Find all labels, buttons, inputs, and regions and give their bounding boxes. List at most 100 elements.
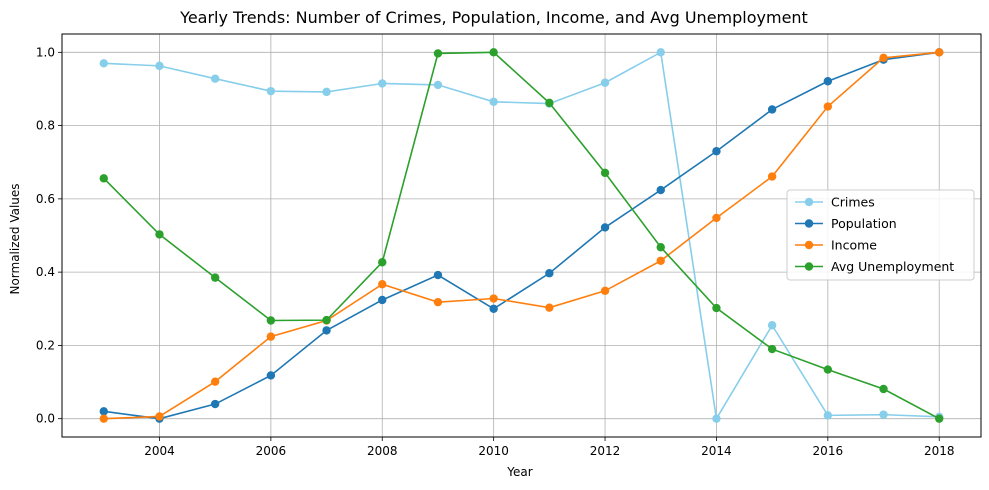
data-point-income (600, 286, 610, 296)
data-point-income (155, 412, 164, 421)
data-point-population (489, 304, 498, 313)
legend-item-population: Population (795, 216, 897, 231)
legend-item-crimes: Crimes (795, 195, 875, 210)
x-tick-label: 2016 (813, 444, 844, 458)
legend: Crimes Population Income Avg Unemployment (786, 189, 975, 281)
y-tick-label: 0.2 (36, 338, 55, 352)
data-point-income (823, 102, 833, 111)
legend-label: Crimes (831, 195, 875, 210)
data-point-avg-unemployment (879, 384, 888, 394)
x-axis-label: Year (506, 465, 532, 479)
data-point-population (823, 77, 833, 86)
data-point-population (210, 399, 220, 409)
series-group (99, 48, 944, 423)
data-point-income (712, 213, 721, 223)
data-point-crimes (823, 411, 833, 420)
legend-label: Avg Unemployment (831, 259, 954, 274)
series-line-crimes (103, 51, 940, 422)
data-point-population (712, 147, 721, 156)
data-point-avg-unemployment (767, 344, 777, 354)
x-tick-label: 2010 (478, 444, 509, 458)
data-point-income (266, 332, 276, 341)
data-point-crimes (99, 59, 108, 68)
data-point-income (656, 256, 665, 265)
data-point-population (322, 326, 331, 335)
y-tick-label: 0.0 (36, 412, 55, 426)
legend-swatch-marker (804, 197, 814, 207)
legend-item-avg-unemployment: Avg Unemployment (795, 259, 954, 274)
series-avg-unemployment (99, 48, 944, 423)
data-point-income (879, 53, 888, 63)
data-point-population (99, 407, 108, 416)
data-point-population (767, 105, 777, 114)
data-point-crimes (600, 78, 610, 87)
data-point-avg-unemployment (489, 48, 498, 57)
data-point-avg-unemployment (656, 243, 665, 252)
data-point-income (489, 294, 498, 303)
data-point-crimes (378, 79, 387, 88)
data-point-avg-unemployment (322, 315, 331, 325)
x-axis-ticks: 2004 2006 2008 2010 2012 2014 2016 2018 (144, 437, 955, 458)
data-point-population (378, 295, 387, 305)
data-point-crimes (155, 61, 164, 71)
data-point-avg-unemployment (600, 168, 610, 178)
data-point-crimes (879, 410, 888, 419)
data-point-crimes (266, 86, 276, 96)
data-point-crimes (322, 87, 331, 97)
data-point-avg-unemployment (378, 258, 387, 267)
x-tick-label: 2018 (924, 444, 955, 458)
x-tick-label: 2006 (256, 444, 287, 458)
y-tick-label: 0.8 (36, 119, 55, 133)
data-point-population (433, 270, 443, 280)
data-point-income (99, 414, 108, 423)
legend-swatch-marker (804, 219, 814, 228)
legend-item-income: Income (795, 238, 877, 253)
data-point-crimes (210, 74, 220, 83)
data-point-avg-unemployment (266, 316, 276, 325)
data-point-income (378, 280, 387, 289)
legend-swatch-marker (804, 262, 814, 271)
data-point-crimes (656, 48, 665, 57)
data-point-avg-unemployment (545, 98, 554, 108)
series-income (99, 48, 944, 423)
grid-lines (62, 34, 981, 437)
data-point-population (545, 269, 554, 278)
data-point-income (935, 48, 944, 57)
data-point-avg-unemployment (823, 365, 833, 374)
data-point-avg-unemployment (155, 230, 164, 239)
y-tick-label: 0.4 (36, 265, 55, 279)
series-line-income (103, 51, 940, 420)
x-tick-label: 2014 (701, 444, 732, 458)
data-point-income (433, 297, 443, 307)
data-point-population (600, 223, 610, 232)
x-tick-label: 2008 (367, 444, 398, 458)
data-point-avg-unemployment (99, 174, 108, 183)
data-point-avg-unemployment (935, 414, 944, 423)
plot-frame (61, 33, 982, 438)
x-tick-label: 2012 (590, 444, 621, 458)
y-axis-label: Normalized Values (8, 183, 22, 294)
data-point-population (656, 185, 665, 195)
legend-label: Population (831, 216, 897, 231)
y-tick-label: 1.0 (36, 45, 55, 59)
data-point-avg-unemployment (210, 273, 220, 282)
data-point-crimes (712, 414, 721, 423)
legend-swatch-marker (804, 240, 814, 250)
data-point-avg-unemployment (712, 303, 721, 313)
data-point-income (767, 172, 777, 181)
series-line-avg-unemployment (103, 51, 940, 420)
data-point-crimes (433, 80, 443, 90)
data-point-income (210, 377, 220, 386)
legend-box (786, 189, 975, 281)
data-point-crimes (767, 321, 777, 330)
x-tick-label: 2004 (144, 444, 175, 458)
data-point-income (545, 303, 554, 312)
data-point-population (266, 371, 276, 380)
data-point-avg-unemployment (433, 49, 443, 58)
data-point-crimes (489, 97, 498, 106)
series-line-population (103, 51, 940, 420)
y-tick-label: 0.6 (36, 192, 55, 206)
chart-title: Yearly Trends: Number of Crimes, Populat… (179, 8, 808, 27)
legend-label: Income (831, 238, 877, 253)
